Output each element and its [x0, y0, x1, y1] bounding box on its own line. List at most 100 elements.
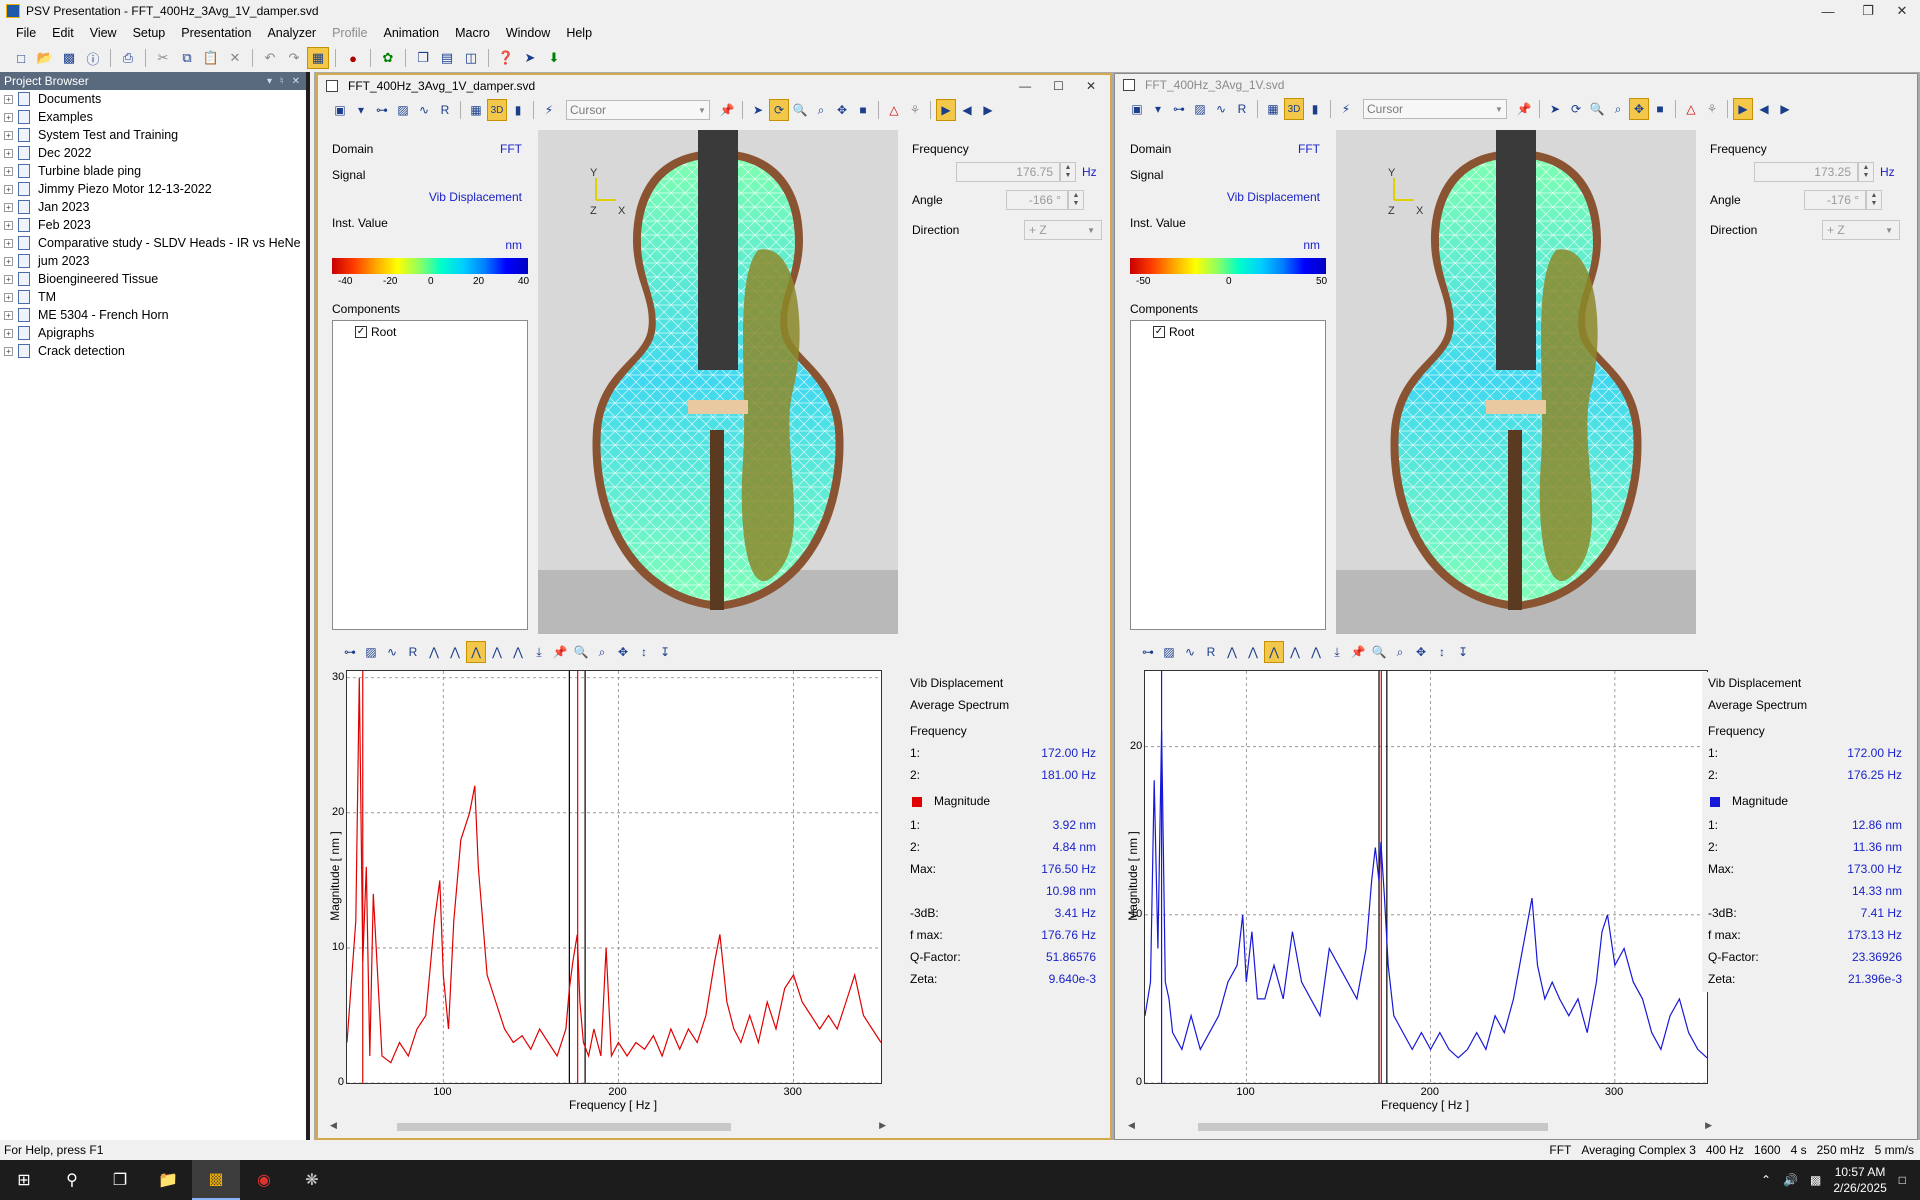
close-icon[interactable]: ✕ — [1085, 79, 1096, 93]
dropdown-icon[interactable]: ▾ — [267, 75, 273, 87]
frequency-input[interactable]: 176.75 — [956, 162, 1060, 182]
expand-icon[interactable]: + — [4, 328, 13, 338]
band-icon[interactable]: ⋀ — [1290, 645, 1300, 659]
3d-icon[interactable]: 3D — [1284, 98, 1304, 120]
band-alt-icon[interactable]: ⋀ — [1311, 645, 1321, 659]
pan-icon[interactable]: ✥ — [836, 103, 848, 117]
zoom-icon[interactable]: 🔍 — [1371, 645, 1387, 659]
view-icon[interactable]: ▣ — [1131, 102, 1143, 116]
pin-icon[interactable]: ♮ — [280, 75, 284, 87]
peak-icon[interactable]: ⋀ — [1227, 645, 1237, 659]
signal-icon[interactable]: ∿ — [1184, 645, 1196, 659]
rotate-icon[interactable]: ⟳ — [1570, 102, 1582, 116]
select-icon[interactable]: ➤ — [1549, 102, 1561, 116]
pan-icon[interactable]: ✥ — [1415, 645, 1427, 659]
maximize-icon[interactable]: ☐ — [1053, 79, 1064, 93]
connect-icon[interactable]: ⊶ — [344, 645, 356, 659]
band-icon[interactable]: ⋀ — [492, 645, 502, 659]
level-icon[interactable]: ↧ — [659, 645, 671, 659]
zoom-fit-icon[interactable]: ⌕ — [1396, 644, 1404, 659]
sort-icon[interactable]: ↕ — [1439, 645, 1445, 659]
play-icon[interactable]: ▶ — [1733, 98, 1753, 120]
angle-spinner[interactable]: ▲ ▼ — [1068, 190, 1084, 210]
checkbox-root[interactable]: ✓ — [1153, 326, 1165, 338]
marker-icon[interactable]: 📌 — [719, 103, 735, 117]
scroll-thumb[interactable] — [1198, 1123, 1548, 1131]
dropdown-icon[interactable]: ▾ — [1154, 102, 1162, 116]
scroll-left-icon[interactable]: ◀ — [330, 1120, 337, 1130]
display-icon[interactable]: R — [1237, 102, 1247, 116]
checkbox-root[interactable]: ✓ — [355, 326, 367, 338]
angle-input[interactable]: -166 ° — [1006, 190, 1068, 210]
export-icon[interactable]: ⤓ — [1334, 644, 1340, 659]
redo-icon[interactable]: ↷ — [288, 50, 300, 65]
frequency-input[interactable]: 173.25 — [1754, 162, 1858, 182]
channel-icon[interactable]: ▨ — [1194, 102, 1206, 116]
scroll-left-icon[interactable]: ◀ — [1128, 1120, 1135, 1130]
zoom-fit-icon[interactable]: ⌕ — [598, 644, 606, 659]
channel-icon[interactable]: ▨ — [397, 103, 409, 117]
angle-input[interactable]: -176 ° — [1804, 190, 1866, 210]
paste-icon[interactable]: 📋 — [202, 50, 220, 65]
camera-icon[interactable]: ■ — [1656, 102, 1664, 116]
connect-icon[interactable]: ⊶ — [376, 103, 388, 117]
spectrum-plot[interactable] — [1144, 670, 1708, 1084]
tile-horizontal-icon[interactable]: ▤ — [440, 50, 454, 65]
expand-icon[interactable]: + — [4, 130, 13, 140]
camera-icon[interactable]: ■ — [859, 103, 867, 117]
display-icon[interactable]: R — [1206, 645, 1216, 659]
expand-icon[interactable]: + — [4, 256, 13, 266]
expand-icon[interactable]: + — [4, 310, 13, 320]
project-item[interactable]: + Turbine blade ping — [0, 162, 306, 180]
pan-icon[interactable]: ✥ — [617, 645, 629, 659]
project-item[interactable]: + Comparative study - SLDV Heads - IR vs … — [0, 234, 306, 252]
expand-icon[interactable]: + — [4, 346, 13, 356]
window-titlebar[interactable]: FFT_400Hz_3Avg_1V.svd — [1115, 74, 1917, 96]
project-item[interactable]: + Jimmy Piezo Motor 12-13-2022 — [0, 180, 306, 198]
3d-icon[interactable]: 3D — [487, 99, 507, 121]
layout-icon[interactable]: ▦ — [470, 103, 482, 117]
project-tree-icon[interactable]: ▦ — [307, 47, 329, 69]
project-item[interactable]: + Dec 2022 — [0, 144, 306, 162]
fill-icon[interactable]: ⚘ — [909, 103, 921, 117]
delete-icon[interactable]: ✕ — [229, 50, 241, 65]
level-icon[interactable]: ↧ — [1457, 645, 1469, 659]
clock-time[interactable]: 10:57 AM — [1834, 1165, 1886, 1179]
start-icon[interactable]: ⊞ — [17, 1172, 31, 1189]
connect-icon[interactable]: ⊶ — [1142, 645, 1154, 659]
connect-icon[interactable]: ⊶ — [1173, 102, 1185, 116]
peak-mark-icon[interactable]: ⋀ — [466, 641, 486, 663]
zoom-icon[interactable]: 🔍 — [1589, 102, 1605, 116]
signal-icon[interactable]: ∿ — [386, 645, 398, 659]
save-icon[interactable]: ▩ — [62, 50, 76, 65]
view-icon[interactable]: ▣ — [334, 103, 346, 117]
menu-window[interactable]: Window — [505, 26, 551, 40]
zoom-fit-icon[interactable]: ⌕ — [1614, 101, 1622, 116]
zoom-icon[interactable]: 🔍 — [573, 645, 589, 659]
scroll-right-icon[interactable]: ▶ — [879, 1120, 886, 1130]
spectrum-plot[interactable] — [346, 670, 882, 1084]
project-item[interactable]: + Apigraphs — [0, 324, 306, 342]
psv-app-icon[interactable]: ▩ — [192, 1160, 240, 1200]
cursor-select[interactable]: Cursor ▼ — [566, 100, 710, 120]
menu-edit[interactable]: Edit — [52, 26, 74, 40]
record-icon[interactable]: ● — [349, 50, 357, 66]
expand-icon[interactable]: + — [4, 112, 13, 122]
network-icon[interactable]: ▩ — [1810, 1173, 1822, 1187]
tile-vertical-icon[interactable]: ◫ — [464, 50, 478, 65]
display-icon[interactable]: R — [440, 103, 450, 117]
expand-icon[interactable]: + — [4, 274, 13, 284]
angle-spinner[interactable]: ▲ ▼ — [1866, 190, 1882, 210]
project-item[interactable]: + Documents — [0, 90, 306, 108]
project-item[interactable]: + ME 5304 - French Horn — [0, 306, 306, 324]
menu-animation[interactable]: Animation — [383, 26, 440, 40]
vibrometer-3d-view[interactable]: Y Z X — [538, 130, 898, 634]
open-icon[interactable]: 📂 — [36, 50, 54, 65]
select-icon[interactable]: ➤ — [752, 103, 764, 117]
volume-icon[interactable]: 🔊 — [1783, 1173, 1799, 1187]
presentation-app-icon[interactable]: ◉ — [257, 1172, 271, 1189]
components-tree[interactable]: ✓ Root — [332, 320, 528, 630]
context-help-icon[interactable]: ➤ — [524, 50, 536, 65]
pan-icon[interactable]: ✥ — [1629, 98, 1649, 120]
components-tree[interactable]: ✓ Root — [1130, 320, 1326, 630]
